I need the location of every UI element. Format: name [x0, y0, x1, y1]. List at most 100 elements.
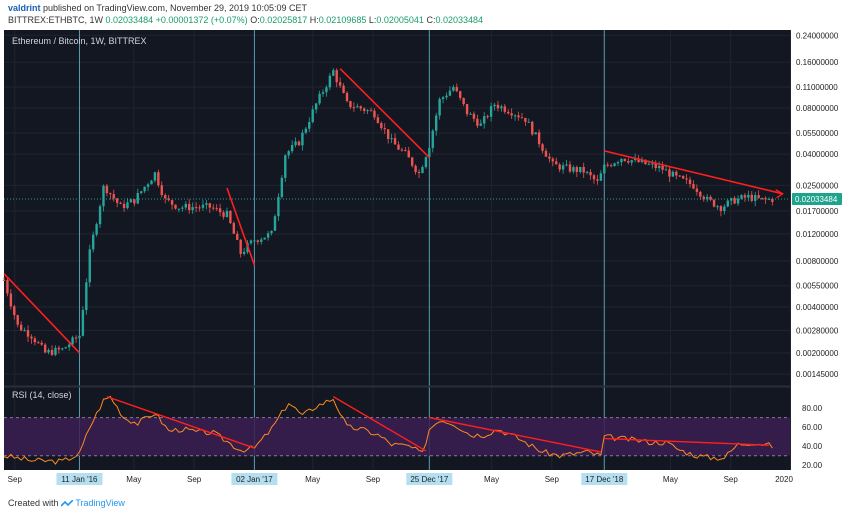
candle-body: [19, 324, 23, 331]
time-tick-label: Sep: [545, 475, 560, 484]
candle: [541, 142, 544, 154]
candle: [376, 114, 380, 124]
candle: [294, 137, 297, 148]
candle-body: [115, 198, 119, 203]
candle: [397, 141, 400, 150]
candle: [630, 159, 633, 166]
candle-body: [167, 198, 170, 201]
high-value: 0.02109685: [318, 15, 367, 25]
candle-body: [613, 163, 616, 166]
candle: [623, 158, 627, 162]
candle-body: [414, 165, 417, 172]
candle: [304, 126, 308, 135]
candle-body: [297, 141, 301, 146]
candle: [681, 175, 685, 180]
candle-body: [712, 199, 716, 207]
candle-body: [126, 202, 129, 209]
candle: [277, 193, 280, 221]
candle: [448, 86, 452, 97]
candle: [122, 200, 126, 212]
candle: [232, 221, 236, 234]
candle-body: [277, 197, 280, 217]
candle-body: [448, 90, 452, 96]
candle-body: [452, 87, 455, 91]
ohlc-line: BITTREX:ETHBTC, 1W 0.02033484 +0.0000137…: [8, 15, 483, 25]
candle: [78, 333, 81, 340]
author-link[interactable]: valdrint: [8, 3, 41, 13]
candle: [716, 204, 719, 210]
candle: [198, 204, 201, 212]
candle-body: [469, 113, 472, 115]
tradingview-link[interactable]: TradingView: [75, 498, 125, 508]
candle-body: [489, 106, 493, 117]
candle-body: [726, 200, 729, 207]
candle: [249, 239, 253, 246]
candle: [688, 176, 692, 188]
rsi-band: [4, 417, 790, 456]
candle: [342, 83, 345, 94]
candle-body: [181, 207, 184, 209]
candle: [479, 119, 482, 127]
candle-body: [369, 110, 373, 112]
candle: [548, 153, 551, 163]
candle: [661, 161, 664, 174]
candle-body: [620, 158, 623, 163]
candle-body: [242, 251, 246, 254]
close-label: C:: [426, 15, 436, 25]
candle: [544, 148, 548, 157]
candle: [743, 192, 747, 203]
candle: [308, 117, 311, 133]
price-tick-label: 0.00280000: [796, 327, 839, 336]
candle: [459, 90, 462, 101]
created-with-label: Created with: [8, 498, 59, 508]
open-label: O:: [250, 15, 260, 25]
candle: [500, 104, 503, 112]
candles: [2, 68, 774, 357]
candle-body: [747, 194, 750, 198]
candle: [603, 159, 606, 174]
candle-body: [98, 206, 102, 225]
candle: [760, 197, 764, 200]
high-label: H:: [309, 15, 319, 25]
candle-body: [572, 167, 575, 172]
candle: [160, 181, 163, 198]
candle-body: [675, 171, 678, 176]
candle: [733, 195, 736, 205]
rsi-trendline: [604, 437, 769, 446]
publish-info: published on TradingView.com, November 2…: [43, 3, 308, 13]
candle: [575, 165, 579, 178]
candle-body: [692, 184, 695, 189]
candle-body: [500, 106, 503, 109]
candle-body: [435, 115, 438, 131]
candle: [712, 199, 716, 208]
candle-body: [531, 121, 534, 135]
candle-body: [764, 198, 767, 200]
candle: [328, 72, 332, 91]
candle: [438, 97, 441, 120]
candle-body: [417, 171, 421, 173]
candle-body: [565, 164, 568, 166]
candle-body: [311, 109, 314, 123]
candle-body: [112, 194, 115, 199]
candle-body: [428, 147, 431, 158]
date-badge: [56, 473, 103, 485]
candle: [345, 91, 349, 103]
price-change: +0.00001372 (+0.07%): [155, 15, 248, 25]
candle: [729, 197, 733, 206]
rsi-tick-label: 60.00: [802, 423, 823, 432]
candle: [119, 201, 122, 205]
candle: [133, 199, 136, 207]
candle: [314, 102, 318, 114]
rsi-trendline: [332, 396, 427, 452]
candle: [40, 340, 43, 346]
candle: [170, 199, 174, 210]
low-value: 0.02005041: [376, 15, 424, 25]
chart-canvas[interactable]: 0.24000000 0.16000000 0.11000000 0.08000000…: [0, 28, 850, 494]
candle: [486, 114, 489, 119]
candle-body: [40, 342, 43, 345]
candle-body: [184, 203, 187, 208]
candle-body: [342, 85, 345, 93]
candle-body: [205, 203, 208, 205]
price-axis-ticks: 0.24000000 0.16000000 0.11000000 0.08000000…: [796, 31, 839, 379]
candle: [558, 162, 561, 173]
